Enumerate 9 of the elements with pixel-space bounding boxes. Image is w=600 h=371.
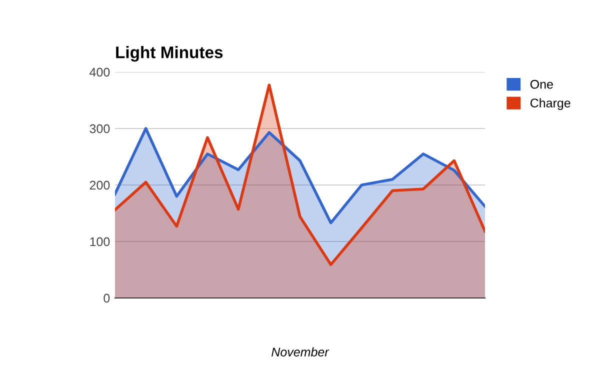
y-tick-label: 400	[90, 68, 110, 77]
y-tick-label: 0	[104, 294, 110, 303]
x-axis-title: November	[272, 347, 330, 356]
y-tick-label: 200	[90, 180, 110, 190]
y-tick-label: 300	[90, 124, 110, 134]
y-tick-label: 100	[90, 237, 110, 246]
chart-title: Light Minutes	[116, 46, 223, 62]
legend-label: One	[530, 80, 553, 89]
legend-label: Charge	[530, 98, 570, 110]
